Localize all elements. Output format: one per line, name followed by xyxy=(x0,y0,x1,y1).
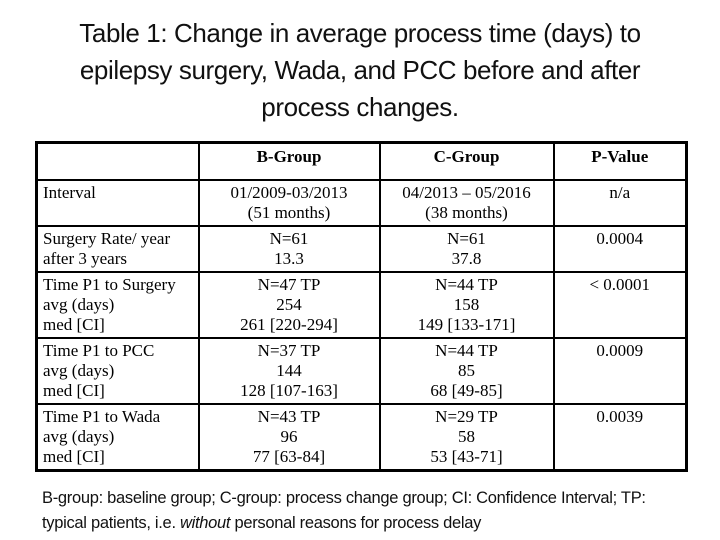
row-label: Surgery Rate/ year after 3 years xyxy=(35,224,200,273)
table-header: B-Group C-Group P-Value xyxy=(35,141,688,181)
footnote: B-group: baseline group; C-group: proces… xyxy=(42,486,702,536)
p-value-cell: < 0.0001 xyxy=(552,270,688,339)
footnote-line2: typical patients, i.e. without personal … xyxy=(42,511,702,536)
table-caption: Table 1: Change in average process time … xyxy=(79,18,641,122)
footnote-line1: B-group: baseline group; C-group: proces… xyxy=(42,488,646,507)
table-row-surgery-rate: Surgery Rate/ year after 3 years N=61 13… xyxy=(35,224,688,273)
b-group-cell: 01/2009-03/2013 (51 months) xyxy=(197,178,381,227)
row-label: Time P1 to Surgery avg (days) med [CI] xyxy=(35,270,200,339)
row-label: Time P1 to Wada avg (days) med [CI] xyxy=(35,402,200,471)
header-row: B-Group C-Group P-Value xyxy=(35,141,688,181)
table-row-interval: Interval 01/2009-03/2013 (51 months) 04/… xyxy=(35,178,688,227)
c-group-cell: N=44 TP 158 149 [133-171] xyxy=(378,270,555,339)
table-body: Interval 01/2009-03/2013 (51 months) 04/… xyxy=(35,178,688,471)
table-row-time-to-pcc: Time P1 to PCC avg (days) med [CI] N=37 … xyxy=(35,336,688,405)
p-value-cell: 0.0039 xyxy=(552,402,688,471)
row-label: Interval xyxy=(35,178,200,227)
header-b-group: B-Group xyxy=(197,141,381,181)
header-empty-cell xyxy=(35,141,200,181)
b-group-cell: N=61 13.3 xyxy=(197,224,381,273)
c-group-cell: N=29 TP 58 53 [43-71] xyxy=(378,402,555,471)
c-group-cell: N=44 TP 85 68 [49-85] xyxy=(378,336,555,405)
p-value-cell: 0.0004 xyxy=(552,224,688,273)
b-group-cell: N=47 TP 254 261 [220-294] xyxy=(197,270,381,339)
footnote-line2-prefix: typical patients, i.e. xyxy=(42,513,181,532)
header-c-group: C-Group xyxy=(378,141,555,181)
p-value-cell: 0.0009 xyxy=(552,336,688,405)
table-row-time-to-surgery: Time P1 to Surgery avg (days) med [CI] N… xyxy=(35,270,688,339)
header-p-value: P-Value xyxy=(552,141,688,181)
footnote-line2-italic: without xyxy=(180,513,231,532)
row-label: Time P1 to PCC avg (days) med [CI] xyxy=(35,336,200,405)
c-group-cell: 04/2013 – 05/2016 (38 months) xyxy=(378,178,555,227)
c-group-cell: N=61 37.8 xyxy=(378,224,555,273)
b-group-cell: N=43 TP 96 77 [63-84] xyxy=(197,402,381,471)
results-table: B-Group C-Group P-Value Interval 01/2009… xyxy=(35,141,688,472)
p-value-cell: n/a xyxy=(552,178,688,227)
b-group-cell: N=37 TP 144 128 [107-163] xyxy=(197,336,381,405)
footnote-line2-suffix: personal reasons for process delay xyxy=(230,513,482,532)
table-row-time-to-wada: Time P1 to Wada avg (days) med [CI] N=43… xyxy=(35,402,688,471)
